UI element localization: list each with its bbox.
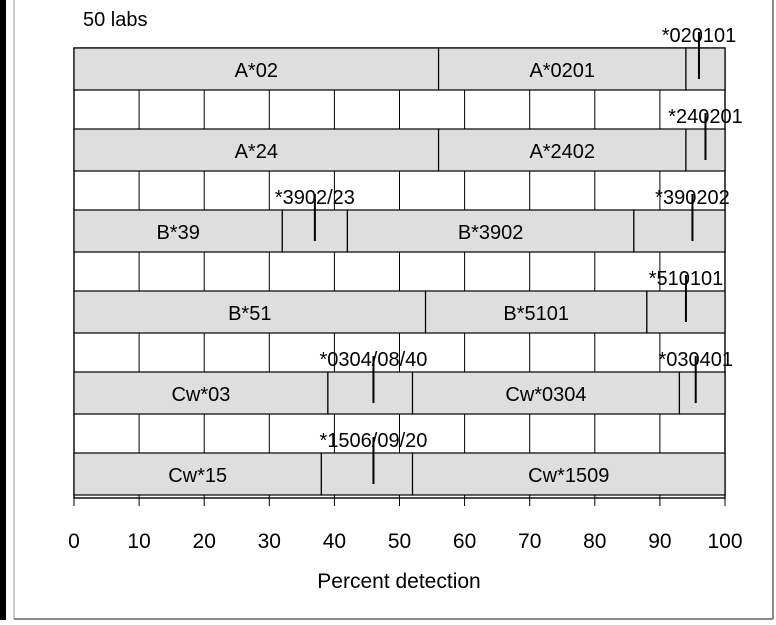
bar-segment <box>346 209 635 253</box>
x-axis: 0 10 20 30 40 50 60 70 80 90 100 <box>68 498 743 553</box>
bar-segment <box>633 209 726 253</box>
x-tick-label: 20 <box>193 530 216 553</box>
callout-label: *030401 <box>658 349 733 371</box>
segment-label: A*24 <box>235 141 278 163</box>
x-tick-label: 100 <box>707 530 742 553</box>
x-tick-label: 40 <box>323 530 346 553</box>
callout-label: *020101 <box>662 25 737 47</box>
x-tick-label: 60 <box>453 530 476 553</box>
callout-label: *1506/09/20 <box>320 430 428 452</box>
bar-segment <box>685 47 726 91</box>
segment-label: Cw*15 <box>168 465 227 487</box>
segment-label: A*0201 <box>529 60 595 82</box>
callout-label: *390202 <box>655 187 730 209</box>
bar-segment <box>73 371 329 415</box>
segment-label: Cw*03 <box>171 384 230 406</box>
bar-row: Cw*03 Cw*0304 *0304/08/40 *030401 <box>73 349 733 415</box>
bar-segment <box>678 371 726 415</box>
x-axis-label: Percent detection <box>317 570 480 593</box>
callout-label: *510101 <box>649 268 724 290</box>
bar-segment <box>424 290 648 334</box>
bar-segment <box>73 209 283 253</box>
x-tick-label: 80 <box>583 530 606 553</box>
segment-label: Cw*1509 <box>528 465 609 487</box>
subtitle: 50 labs <box>83 9 148 31</box>
bar-segment <box>327 371 414 415</box>
segment-label: A*02 <box>235 60 278 82</box>
bar-row: Cw*15 Cw*1509 *1506/09/20 <box>73 430 726 496</box>
bar-segment <box>73 290 427 334</box>
segment-label: B*39 <box>156 222 199 244</box>
bar-segment <box>73 128 440 172</box>
segment-label: Cw*0304 <box>505 384 586 406</box>
callout-label: *240201 <box>668 106 743 128</box>
bar-segment <box>73 452 322 496</box>
callout-label: *3902/23 <box>275 187 355 209</box>
segment-label: B*3902 <box>458 222 524 244</box>
grid-lines <box>73 47 726 499</box>
bar-segment <box>320 452 414 496</box>
bar-row: A*02 A*0201 *020101 <box>73 25 737 91</box>
bar-segment <box>73 47 440 91</box>
bar-segment <box>411 452 726 496</box>
left-border-bar <box>0 0 6 620</box>
bar-row: B*51 B*5101 *510101 <box>73 268 726 334</box>
x-tick-label: 70 <box>518 530 541 553</box>
x-tick-label: 0 <box>68 530 80 553</box>
segment-label: B*5101 <box>503 303 569 325</box>
x-tick-label: 90 <box>648 530 671 553</box>
bar-row: A*24 A*2402 *240201 <box>73 106 743 172</box>
callout-label: *0304/08/40 <box>320 349 428 371</box>
bar-segment <box>437 128 687 172</box>
bar-segment <box>411 371 681 415</box>
segment-label: A*2402 <box>529 141 595 163</box>
bar-row: B*39 B*3902 *3902/23 *390202 <box>73 187 730 253</box>
x-tick-label: 30 <box>258 530 281 553</box>
x-tick-label: 10 <box>127 530 150 553</box>
x-tick-label: 50 <box>388 530 411 553</box>
segment-label: B*51 <box>228 303 271 325</box>
